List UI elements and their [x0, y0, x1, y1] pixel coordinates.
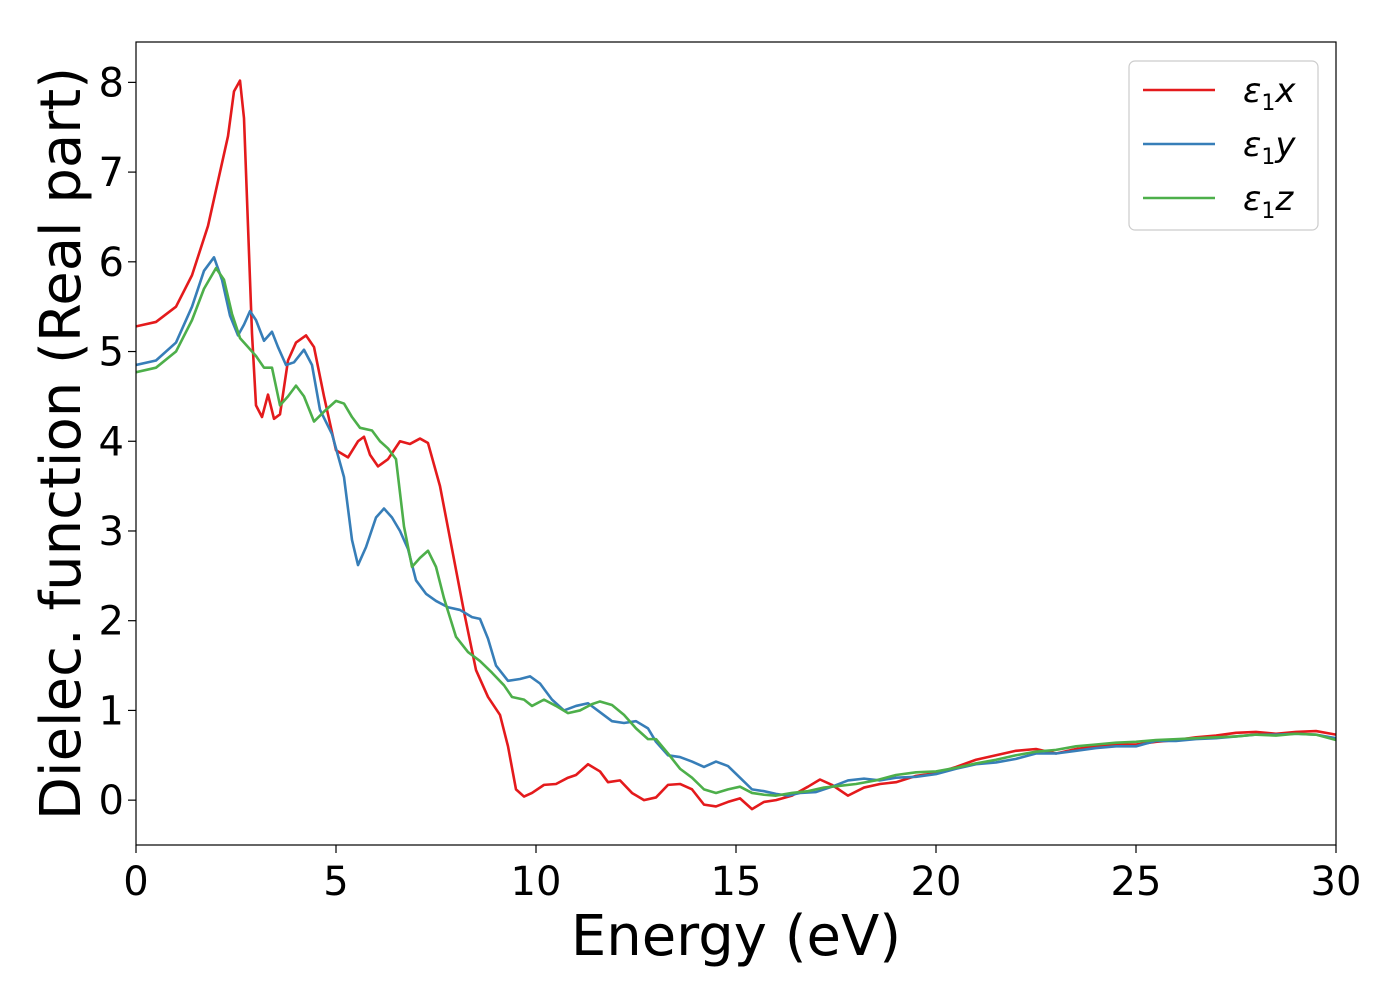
y-axis-ticks: 0 1 2 3 4 5 6 7 8	[99, 60, 136, 824]
series-line-y	[136, 256, 1336, 797]
x-axis-ticks: 0 5 10 15 20 25 30	[123, 845, 1361, 905]
x-axis-label: Energy (eV)	[571, 904, 901, 969]
x-tick-label: 0	[123, 859, 148, 905]
x-tick-label: 15	[711, 859, 762, 905]
legend-variable: y	[1274, 125, 1296, 165]
y-tick-label: 1	[99, 688, 124, 734]
legend-variable: x	[1274, 71, 1296, 111]
legend-symbol: ε	[1243, 179, 1261, 219]
legend-variable: z	[1274, 179, 1294, 219]
legend-symbol: ε	[1243, 125, 1261, 165]
legend-subscript: 1	[1261, 145, 1275, 170]
x-tick-label: 10	[511, 859, 562, 905]
legend-subscript: 1	[1261, 199, 1275, 224]
x-tick-label: 5	[323, 859, 348, 905]
y-tick-label: 8	[99, 60, 124, 106]
y-tick-label: 6	[99, 240, 124, 286]
legend-label-z: ε1z	[1243, 179, 1294, 224]
y-tick-label: 2	[99, 599, 124, 645]
series-lines	[136, 79, 1336, 811]
x-tick-label: 25	[1111, 859, 1162, 905]
x-tick-label: 20	[911, 859, 962, 905]
legend-subscript: 1	[1261, 91, 1275, 116]
x-tick-label: 30	[1311, 859, 1362, 905]
legend-box	[1128, 60, 1319, 231]
series-line-x	[136, 79, 1336, 811]
legend-label-x: ε1x	[1243, 71, 1296, 116]
series-line-z	[136, 266, 1336, 797]
y-tick-label: 4	[99, 419, 124, 465]
y-tick-label: 3	[99, 509, 124, 555]
legend-symbol: ε	[1243, 71, 1261, 111]
y-axis-label: Dielec. function (Real part)	[29, 67, 94, 820]
y-tick-label: 7	[99, 150, 124, 196]
legend-label-y: ε1y	[1243, 125, 1296, 170]
y-tick-label: 5	[99, 330, 124, 376]
y-tick-label: 0	[99, 778, 124, 824]
